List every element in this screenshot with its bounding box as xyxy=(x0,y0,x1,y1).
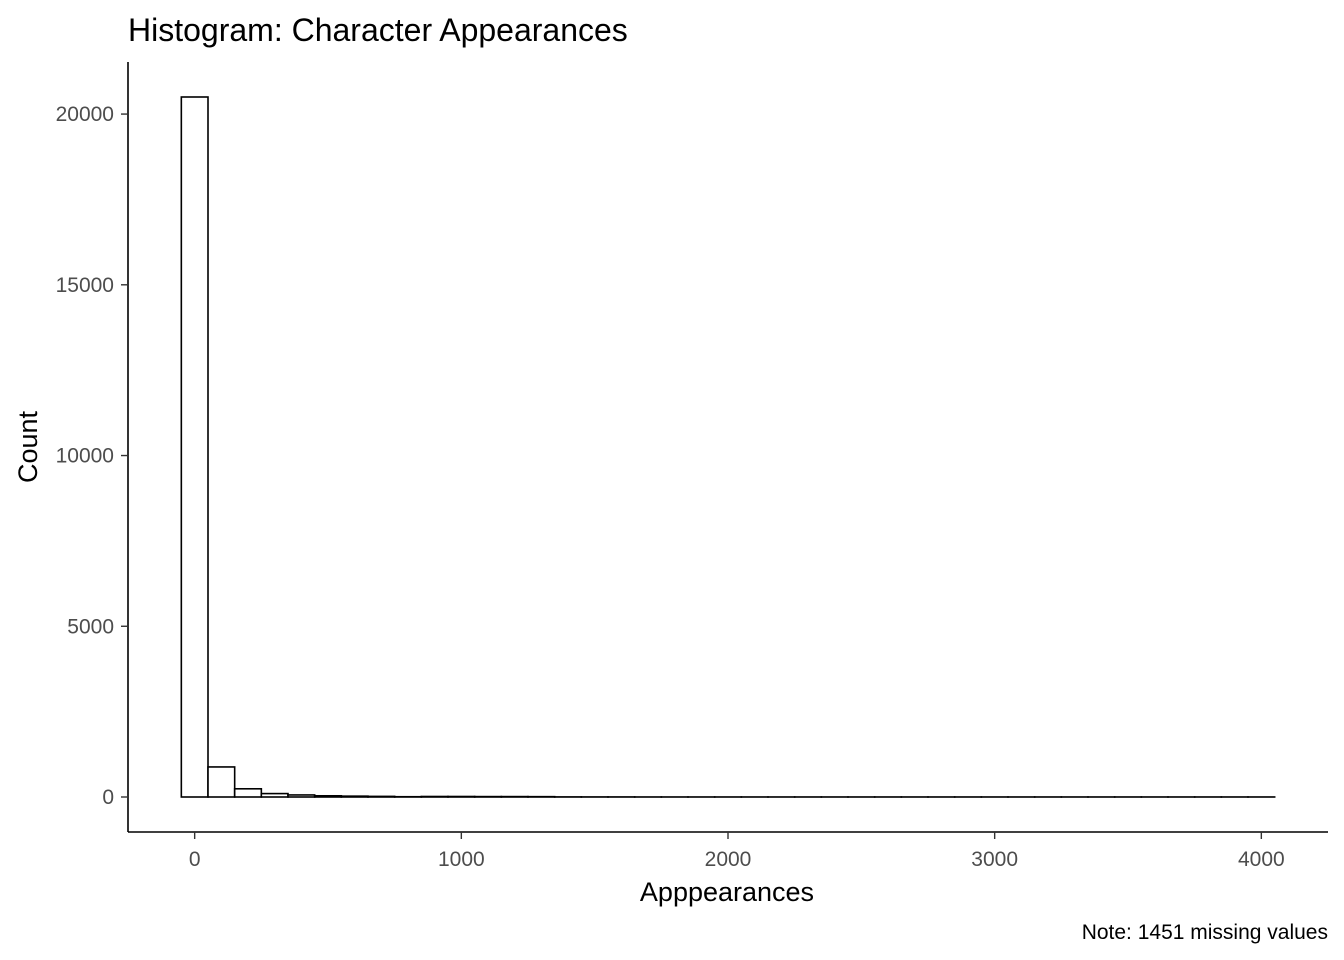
histogram-bar-9 xyxy=(420,795,449,798)
histogram-bar-10 xyxy=(447,795,476,798)
x-axis-title: Apppearances xyxy=(640,877,814,907)
y-tick-label: 10000 xyxy=(56,445,114,468)
x-tick-label: 1000 xyxy=(438,848,485,871)
y-tick-label: 20000 xyxy=(56,103,114,126)
x-tick-label: 3000 xyxy=(971,848,1018,871)
histogram-bar-7 xyxy=(367,795,396,798)
y-axis-title: Count xyxy=(13,410,43,483)
histogram-bar-6 xyxy=(340,795,369,798)
x-tick-label: 4000 xyxy=(1238,848,1285,871)
y-tick-label: 0 xyxy=(102,786,114,809)
axes-group xyxy=(127,62,1328,833)
y-ticks-group: 0 5000 10000 15000 20000 xyxy=(56,103,128,809)
x-tick-label: 0 xyxy=(189,848,201,871)
y-tick-label: 15000 xyxy=(56,274,114,297)
x-tick-label: 2000 xyxy=(705,848,752,871)
histogram-bar-3 xyxy=(260,792,289,798)
histogram-bar-4 xyxy=(287,794,316,798)
histogram-bar-5 xyxy=(313,794,343,798)
y-tick-label: 5000 xyxy=(67,615,114,638)
chart-title: Histogram: Character Appearances xyxy=(128,12,628,48)
histogram-bar-1 xyxy=(207,766,236,798)
chart-caption: Note: 1451 missing values xyxy=(1082,921,1328,944)
histogram-bar-2 xyxy=(233,787,263,798)
histogram-bar-0 xyxy=(180,96,209,798)
x-ticks-group: 0 1000 2000 3000 4000 xyxy=(189,832,1285,871)
bars-group xyxy=(180,96,1276,798)
